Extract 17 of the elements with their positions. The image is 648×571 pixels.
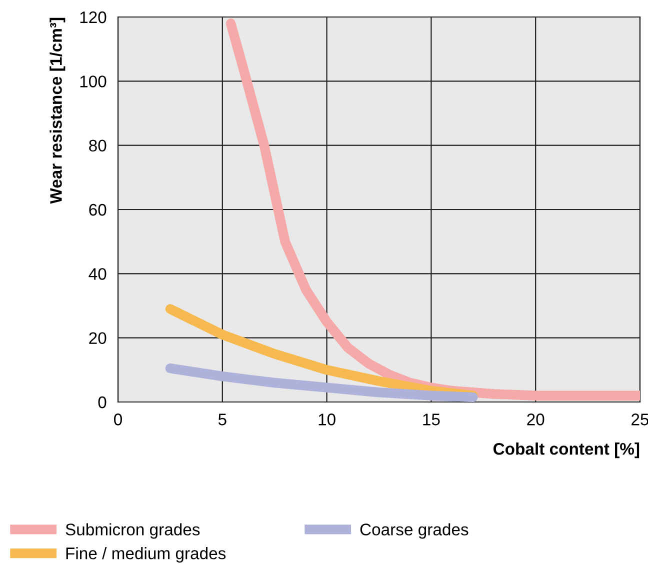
y-tick-label: 80 — [89, 140, 106, 152]
x-tick-label: 15 — [423, 414, 440, 426]
x-tick-label: 5 — [218, 414, 226, 426]
y-tick-label: 100 — [80, 76, 106, 88]
x-tick-label: 10 — [318, 414, 336, 426]
legend-label: Fine / medium grades — [66, 547, 226, 563]
x-tick-label: 20 — [527, 414, 544, 426]
x-axis-title: Cobalt content [%] — [493, 442, 640, 458]
y-tick-label: 40 — [88, 268, 106, 280]
x-tick-label: 0 — [114, 414, 122, 426]
y-tick-label: 120 — [80, 11, 106, 24]
y-tick-label: 60 — [89, 204, 106, 216]
y-tick-label: 0 — [98, 396, 106, 408]
legend-label: Coarse grades — [360, 523, 468, 539]
y-tick-label: 20 — [89, 332, 106, 344]
y-axis-title: Wear resistance [1/cm³] — [50, 18, 66, 204]
legend-label: Submicron grades — [66, 523, 200, 539]
